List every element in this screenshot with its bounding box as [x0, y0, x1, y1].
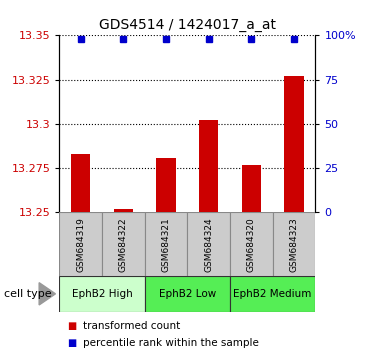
Bar: [145, 276, 230, 312]
Text: percentile rank within the sample: percentile rank within the sample: [83, 338, 259, 348]
Text: transformed count: transformed count: [83, 321, 181, 331]
Text: GSM684323: GSM684323: [289, 217, 299, 272]
Bar: [273, 212, 315, 276]
Bar: [242, 165, 261, 212]
Text: GSM684322: GSM684322: [119, 217, 128, 272]
Text: EphB2 Low: EphB2 Low: [159, 289, 216, 299]
Bar: [114, 209, 133, 212]
Bar: [285, 76, 303, 212]
Bar: [230, 212, 273, 276]
Bar: [145, 212, 187, 276]
Bar: [187, 212, 230, 276]
Text: EphB2 High: EphB2 High: [72, 289, 132, 299]
Text: cell type: cell type: [4, 289, 51, 299]
Bar: [230, 276, 315, 312]
Polygon shape: [39, 282, 56, 305]
Bar: [71, 154, 90, 212]
Text: GSM684321: GSM684321: [161, 217, 171, 272]
Title: GDS4514 / 1424017_a_at: GDS4514 / 1424017_a_at: [99, 18, 276, 32]
Text: EphB2 Medium: EphB2 Medium: [233, 289, 312, 299]
Bar: [59, 276, 145, 312]
Bar: [157, 158, 175, 212]
Text: ■: ■: [67, 321, 76, 331]
Bar: [59, 212, 102, 276]
Text: ■: ■: [67, 338, 76, 348]
Text: GSM684319: GSM684319: [76, 217, 85, 272]
Text: GSM684320: GSM684320: [247, 217, 256, 272]
Bar: [199, 120, 218, 212]
Text: GSM684324: GSM684324: [204, 217, 213, 272]
Bar: [102, 212, 145, 276]
